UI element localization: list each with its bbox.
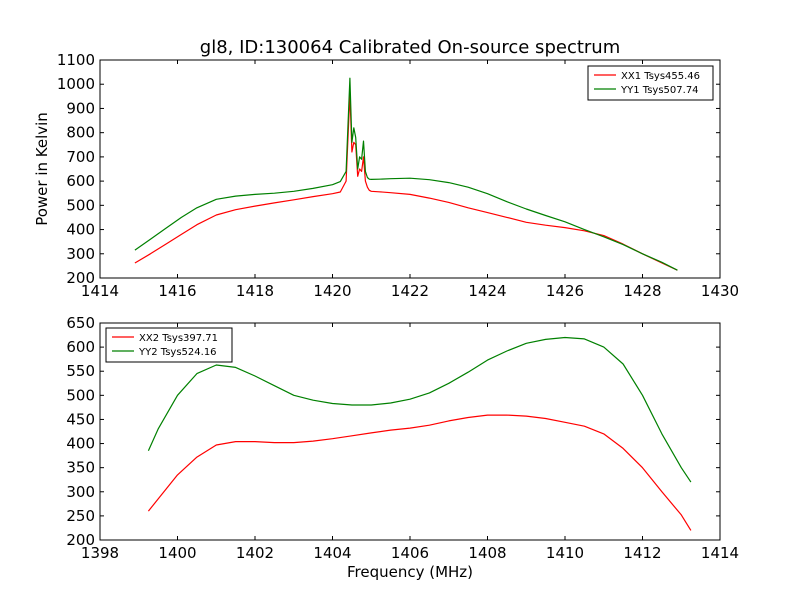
series-line-2 — [134, 77, 678, 271]
y-tick-label: 450 — [66, 410, 95, 428]
legend-label-1: XX2 Tsys397.71 — [139, 333, 218, 344]
legend-box — [587, 65, 714, 101]
series-line-2 — [147, 336, 692, 483]
y-tick-label: 600 — [66, 338, 95, 356]
legend-box — [105, 327, 233, 363]
y-tick-label: 800 — [66, 124, 95, 142]
y-tick-label: 300 — [66, 245, 95, 263]
x-tick-label: 1406 — [391, 544, 429, 562]
y-tick-label: 900 — [66, 99, 95, 117]
x-tick-label: 1416 — [158, 282, 196, 300]
y-tick-label: 200 — [66, 531, 95, 549]
x-tick-label: 1430 — [701, 282, 739, 300]
x-tick-label: 1408 — [468, 544, 506, 562]
x-tick-label: 1404 — [313, 544, 351, 562]
x-axis-label: Frequency (MHz) — [347, 563, 473, 581]
x-tick-label: 1414 — [81, 282, 119, 300]
legend-label-2: YY2 Tsys524.16 — [138, 347, 217, 358]
chart-title: gl8, ID:130064 Calibrated On-source spec… — [200, 37, 620, 58]
y-tick-label: 1000 — [57, 75, 95, 93]
x-tick-label: 1410 — [546, 544, 584, 562]
y-tick-label: 700 — [66, 148, 95, 166]
x-tick-label: 1412 — [623, 544, 661, 562]
legend-label-2: YY1 Tsys507.74 — [620, 85, 699, 96]
x-tick-label: 1428 — [623, 282, 661, 300]
x-tick-label: 1414 — [701, 544, 739, 562]
x-tick-label: 1424 — [468, 282, 506, 300]
series-line-1 — [147, 414, 692, 531]
y-tick-label: 600 — [66, 172, 95, 190]
y-tick-label: 550 — [66, 362, 95, 380]
series-line-1 — [134, 93, 678, 271]
legend-label-1: XX1 Tsys455.46 — [621, 71, 700, 82]
x-tick-label: 1398 — [81, 544, 119, 562]
y-tick-label: 300 — [66, 483, 95, 501]
y-tick-label: 350 — [66, 459, 95, 477]
y-tick-label: 200 — [66, 269, 95, 287]
x-tick-label: 1420 — [313, 282, 351, 300]
y-tick-label: 500 — [66, 196, 95, 214]
x-tick-label: 1426 — [546, 282, 584, 300]
y-tick-label: 1100 — [57, 51, 95, 69]
bottom-panel: 1398 1400 1402 1404 1406 1408 1410 1412 1414 200 2… — [66, 314, 739, 562]
x-tick-label: 1422 — [391, 282, 429, 300]
y-tick-label: 400 — [66, 221, 95, 239]
y-tick-label: 250 — [66, 507, 95, 525]
y-tick-label: 400 — [66, 435, 95, 453]
x-tick-label: 1402 — [236, 544, 274, 562]
y-tick-label: 650 — [66, 314, 95, 332]
y-tick-label: 500 — [66, 386, 95, 404]
x-tick-label: 1400 — [158, 544, 196, 562]
x-tick-label: 1418 — [236, 282, 274, 300]
y-axis-label: Power in Kelvin — [33, 112, 51, 226]
top-panel: 1414 1416 1418 1420 1422 1424 1426 1428 1430 200 3… — [57, 51, 739, 300]
